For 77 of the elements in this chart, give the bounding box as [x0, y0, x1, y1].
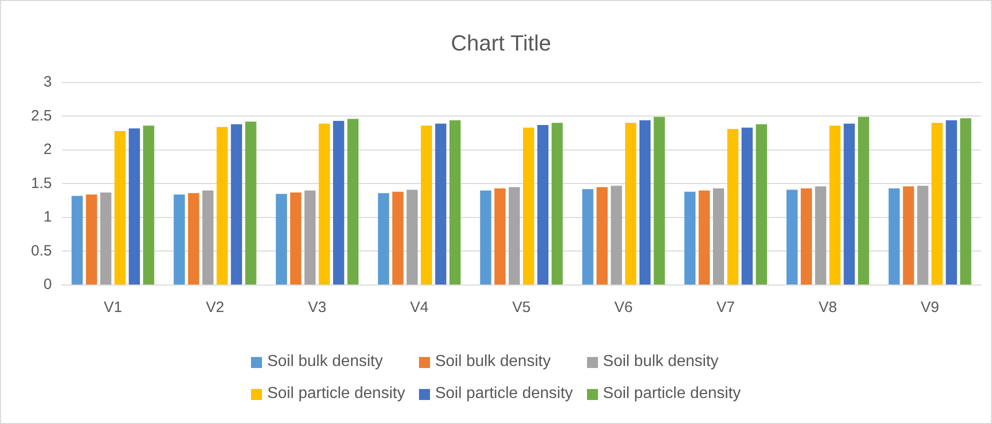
legend-label: Soil particle density [602, 385, 741, 403]
bar [449, 120, 461, 284]
bar [480, 190, 492, 284]
bar [392, 192, 404, 284]
bar [610, 186, 622, 284]
bar [960, 118, 972, 284]
bar [523, 128, 534, 284]
x-tick-label: V6 [614, 299, 633, 316]
bar [188, 193, 200, 284]
bar [756, 124, 767, 284]
legend-label: Soil bulk density [435, 353, 551, 371]
bar [128, 128, 140, 284]
y-tick-label: 0.5 [30, 242, 52, 260]
bar [435, 124, 446, 284]
bar [537, 124, 548, 284]
bar [318, 124, 330, 284]
bar [698, 190, 710, 284]
bar [596, 187, 608, 284]
bar [639, 120, 651, 284]
bar [742, 128, 753, 284]
bar [290, 192, 302, 284]
bar [684, 192, 696, 284]
bar [114, 131, 126, 284]
x-tick-label: V1 [104, 299, 122, 316]
bar [72, 196, 83, 284]
legend-label: Soil bulk density [267, 353, 383, 371]
bar [86, 194, 98, 284]
x-tick-label: V7 [716, 299, 735, 316]
bar [494, 188, 506, 284]
bar [230, 124, 242, 284]
bar [378, 193, 390, 284]
bar [654, 116, 665, 284]
bar [917, 186, 928, 284]
bar [727, 129, 738, 284]
x-tick-label: V9 [920, 299, 940, 316]
bar [245, 122, 256, 284]
y-tick-label: 0 [44, 276, 52, 294]
bar [276, 194, 288, 284]
bar [582, 189, 594, 284]
bar [844, 124, 855, 284]
y-tick-label: 3 [44, 74, 52, 91]
bar [786, 190, 798, 284]
bar [815, 186, 826, 284]
x-tick-label: V4 [410, 299, 428, 316]
bar [888, 188, 900, 284]
bar [100, 192, 112, 284]
bar [552, 122, 563, 284]
bar [800, 188, 812, 284]
bar [174, 194, 185, 284]
bar [143, 126, 154, 284]
chart-title: Chart Title [450, 30, 552, 56]
bar [202, 190, 214, 284]
x-tick-label: V2 [206, 299, 224, 316]
bar [304, 190, 316, 284]
legend-label: Soil bulk density [602, 353, 719, 371]
y-tick-label: 2.5 [30, 107, 52, 124]
legend-label: Soil particle density [267, 385, 406, 403]
x-tick-label: V5 [512, 299, 531, 316]
bar [508, 187, 520, 284]
x-tick-label: V8 [818, 299, 837, 316]
bar [712, 188, 724, 284]
bar [420, 126, 432, 284]
bar [829, 126, 841, 284]
bar [902, 186, 914, 284]
legend-label: Soil particle density [435, 385, 573, 403]
y-tick-label: 2 [44, 141, 52, 158]
bar [406, 190, 418, 284]
bar [858, 116, 870, 284]
bar [946, 120, 957, 284]
y-tick-label: 1 [44, 208, 52, 226]
bar [625, 122, 636, 284]
bar [347, 118, 358, 284]
y-tick-label: 1.5 [30, 174, 52, 192]
bar [932, 122, 943, 284]
bar [333, 120, 344, 284]
bar [216, 126, 228, 284]
x-tick-label: V3 [308, 299, 326, 316]
